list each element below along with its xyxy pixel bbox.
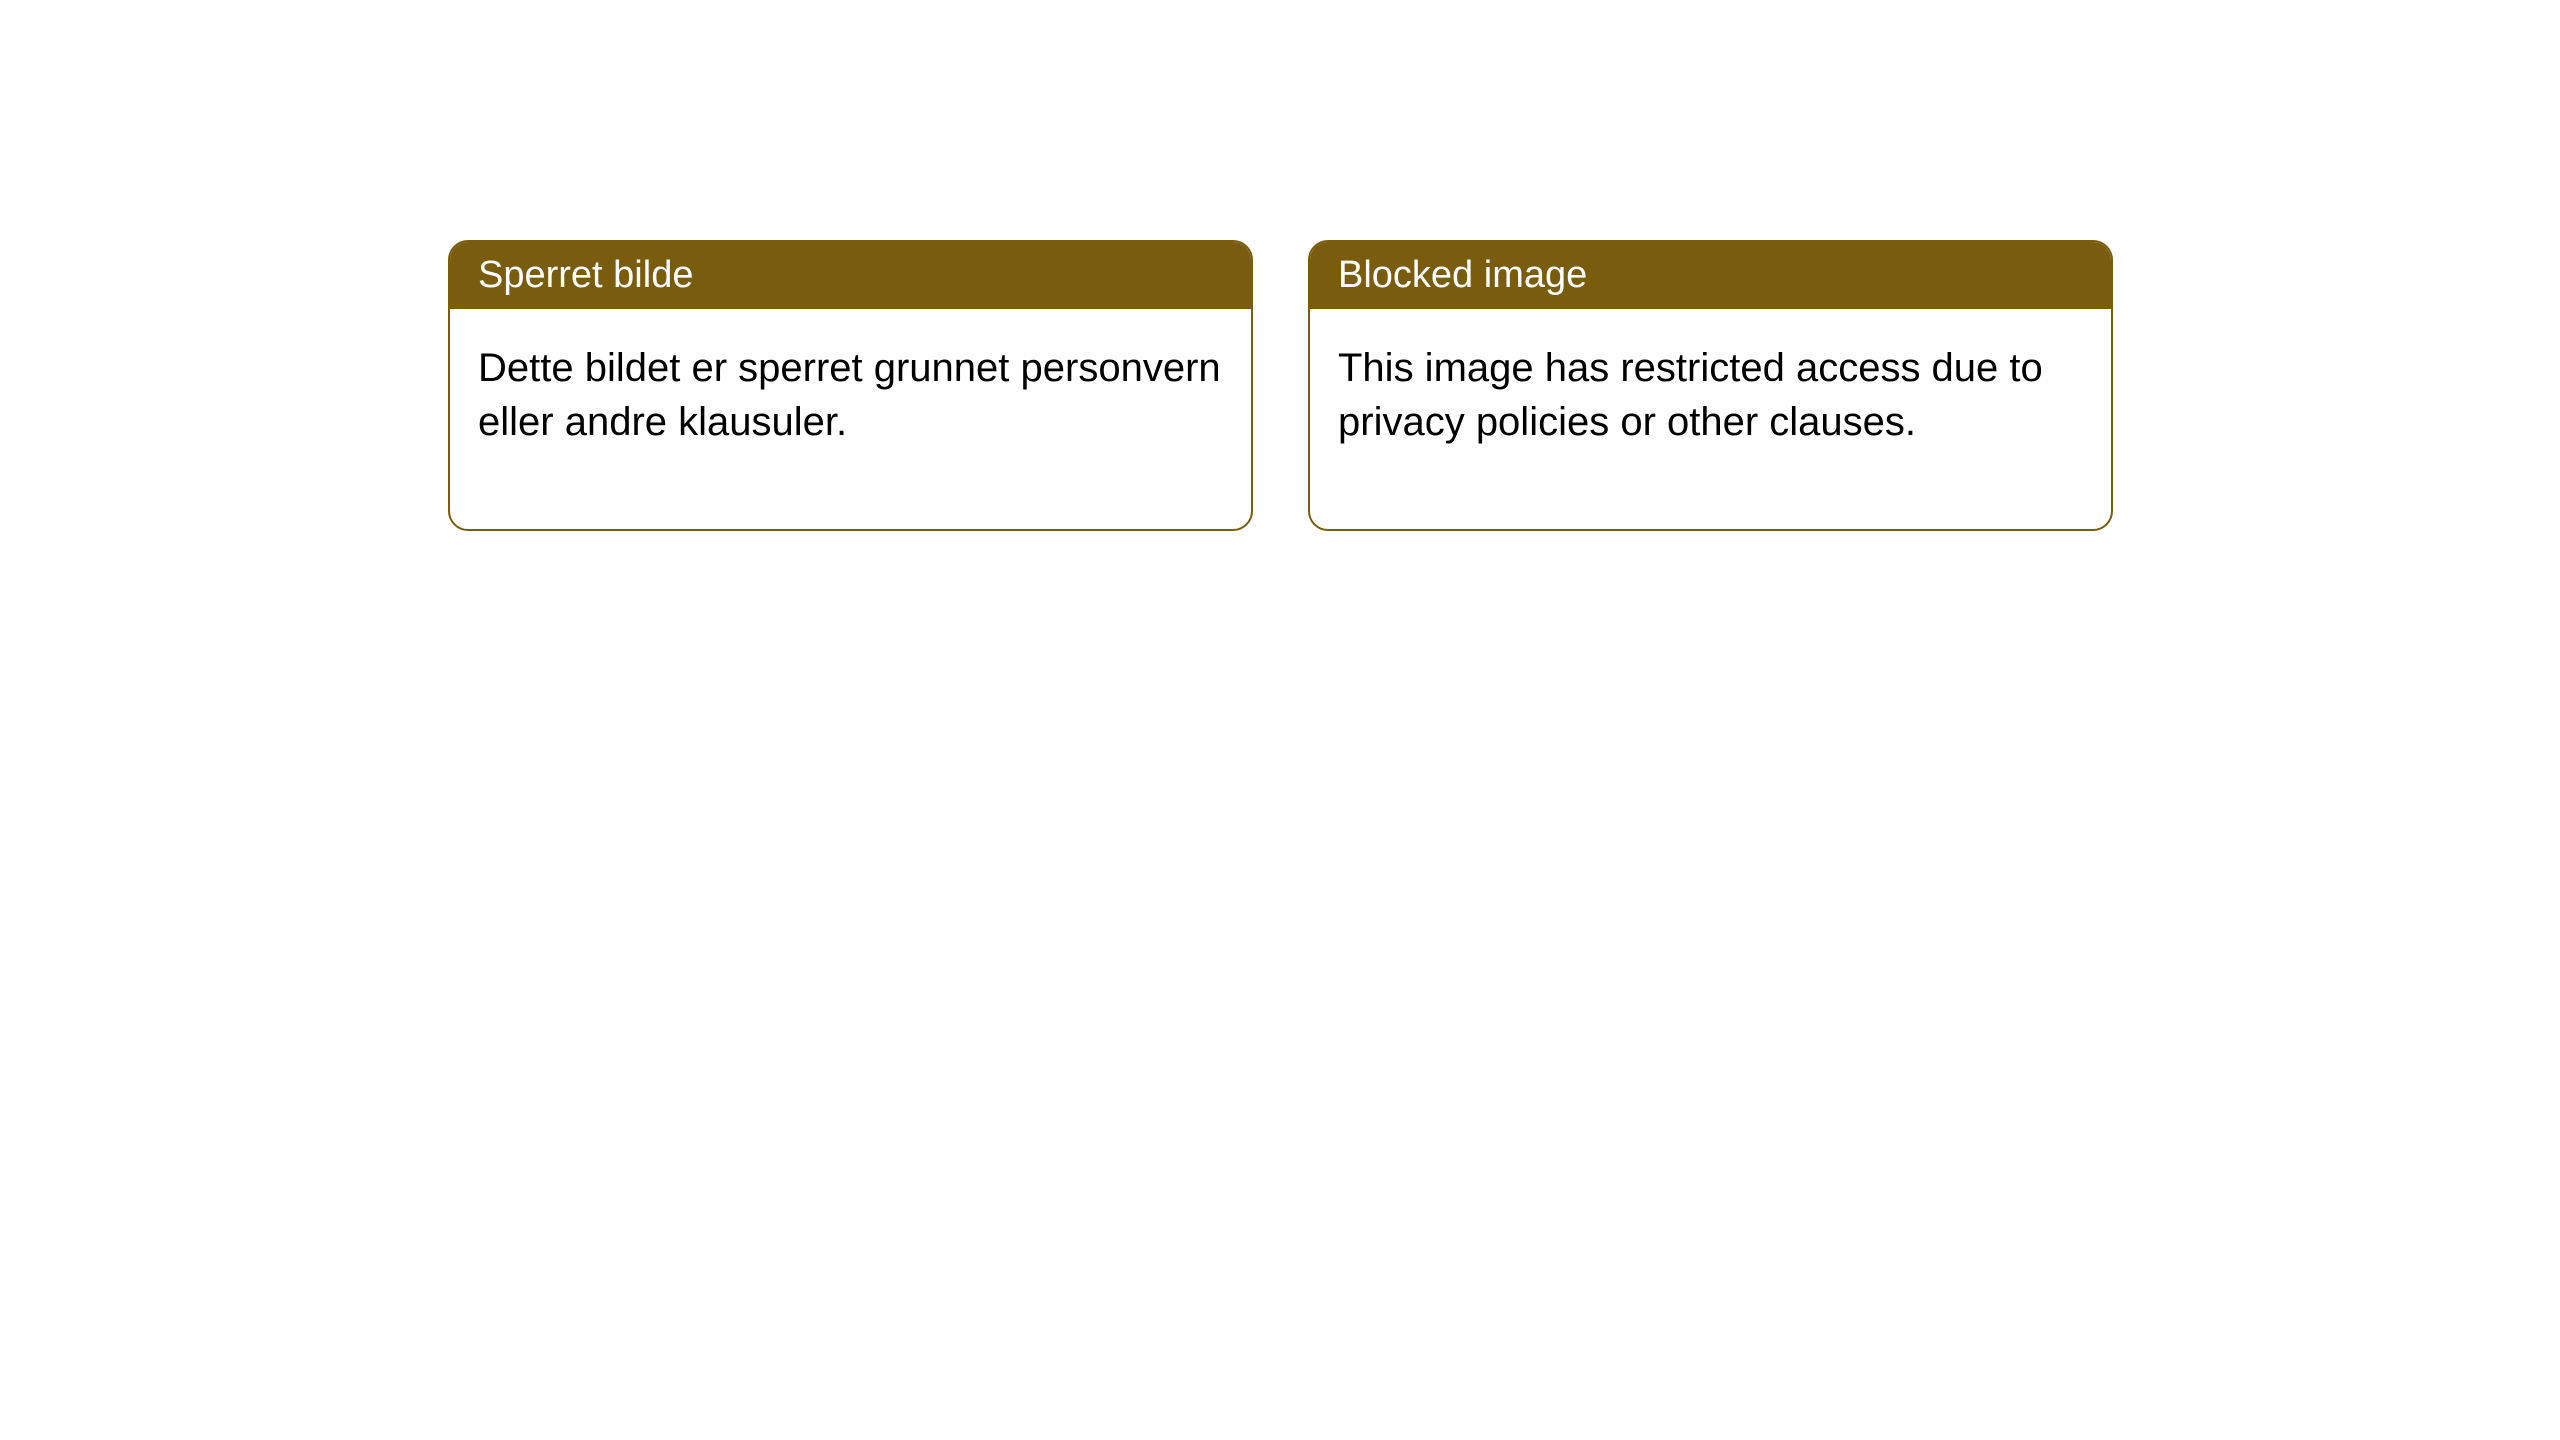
notice-card-header-no: Sperret bilde bbox=[450, 242, 1251, 309]
notice-container: Sperret bilde Dette bildet er sperret gr… bbox=[0, 0, 2560, 531]
notice-card-no: Sperret bilde Dette bildet er sperret gr… bbox=[448, 240, 1253, 531]
notice-card-en: Blocked image This image has restricted … bbox=[1308, 240, 2113, 531]
notice-card-header-en: Blocked image bbox=[1310, 242, 2111, 309]
notice-card-body-en: This image has restricted access due to … bbox=[1310, 309, 2111, 529]
notice-card-body-no: Dette bildet er sperret grunnet personve… bbox=[450, 309, 1251, 529]
